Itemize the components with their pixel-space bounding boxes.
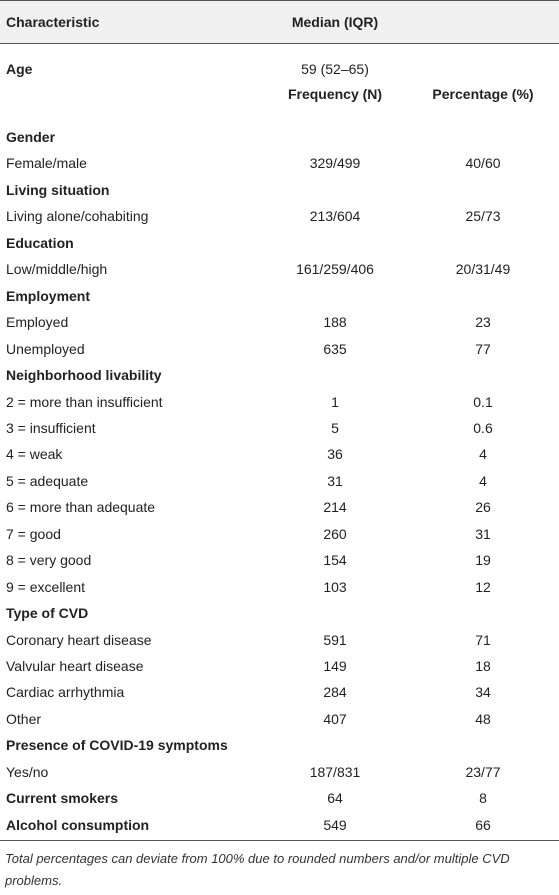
cell: 549	[323, 816, 347, 833]
row-label: Unemployed	[6, 340, 85, 357]
column-header: Characteristic	[6, 14, 100, 30]
row-label: 6 = more than adequate	[6, 499, 156, 516]
column-subheader: Percentage (%)	[432, 86, 534, 102]
cell: 12	[475, 578, 491, 595]
row-heading: Employment	[6, 287, 91, 304]
column-subheader: Frequency (N)	[287, 86, 383, 102]
row-label: Other	[6, 710, 42, 727]
row-label: 3 = insufficient	[6, 419, 96, 436]
cell: 59 (52–65)	[301, 61, 369, 77]
cell: 71	[475, 631, 491, 648]
row-heading: Age	[6, 61, 33, 77]
cell: 19	[475, 552, 491, 569]
cell: 591	[323, 631, 347, 648]
row-label: Yes/no	[6, 763, 49, 780]
cell: 4	[479, 446, 487, 463]
cell: 0.6	[473, 419, 493, 436]
cell: 260	[323, 525, 347, 542]
cell: 329/499	[309, 155, 361, 172]
row-label: Female/male	[6, 155, 87, 172]
row-heading: Type of CVD	[6, 605, 89, 622]
row-label: 2 = more than insufficient	[6, 393, 163, 410]
header-row	[0, 0, 559, 44]
table-bottom-rule	[0, 840, 559, 841]
cell: 5	[331, 419, 339, 436]
cell: 64	[327, 790, 343, 807]
cell: 4	[479, 472, 487, 489]
row-label: Employed	[6, 314, 69, 331]
cell: 103	[323, 578, 347, 595]
row-heading: Presence of COVID-19 symptoms	[6, 737, 228, 754]
cell: 48	[475, 710, 491, 727]
row-heading: Living situation	[6, 181, 110, 198]
row-label: 5 = adequate	[6, 472, 89, 489]
footnote: Total percentages can deviate from 100% …	[5, 851, 510, 888]
cell: 149	[323, 658, 347, 674]
cell: 77	[475, 340, 491, 357]
cell: 161/259/406	[296, 261, 374, 278]
row-label: 9 = excellent	[6, 578, 85, 595]
cell: 36	[327, 446, 343, 463]
cell: 214	[323, 499, 347, 516]
cell: 31	[475, 525, 491, 542]
cell: 407	[323, 710, 347, 727]
cell: 284	[323, 684, 347, 701]
cell: 188	[323, 314, 347, 331]
cell: 20/31/49	[455, 261, 511, 278]
cell: 31	[327, 472, 343, 489]
row-label: Coronary heart disease	[6, 631, 152, 648]
cell: 18	[475, 658, 491, 674]
cell: 8	[479, 790, 487, 807]
cell: 187/831	[309, 763, 361, 780]
cell: 23	[475, 314, 491, 331]
row-label: Valvular heart disease	[6, 658, 144, 674]
row-label: 4 = weak	[6, 446, 63, 463]
row-label: 7 = good	[6, 525, 61, 542]
cell: 154	[323, 552, 347, 569]
cell: 213/604	[309, 208, 361, 225]
row-label: 8 = very good	[6, 552, 92, 569]
cell: 25/73	[465, 208, 501, 225]
row-label: Low/middle/high	[6, 261, 108, 278]
cell: 23/77	[465, 763, 501, 780]
cell: 635	[323, 340, 347, 357]
row-heading: Gender	[6, 129, 56, 145]
row-heading: Current smokers	[6, 790, 119, 807]
cell: 40/60	[465, 155, 501, 172]
column-header: Median (IQR)	[291, 14, 379, 30]
cell: 26	[475, 499, 491, 516]
row-label: Living alone/cohabiting	[6, 208, 149, 225]
row-heading: Education	[6, 234, 74, 251]
row-label: Cardiac arrhythmia	[6, 684, 125, 701]
cell: 1	[331, 393, 339, 410]
row-heading: Alcohol consumption	[6, 816, 150, 833]
cell: 0.1	[473, 393, 493, 410]
row-heading: Neighborhood livability	[6, 367, 162, 384]
cell: 66	[475, 816, 491, 833]
cell: 34	[475, 684, 491, 701]
